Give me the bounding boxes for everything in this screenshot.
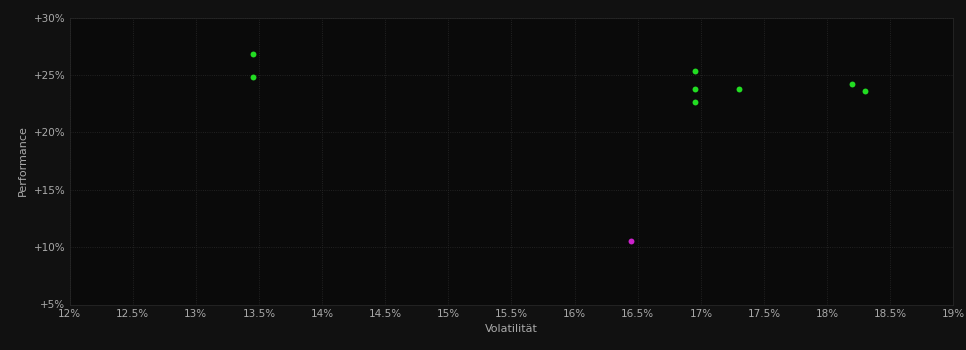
Point [844, 81, 860, 87]
Point [687, 69, 702, 74]
Point [857, 88, 872, 94]
Point [245, 75, 261, 80]
Point [731, 86, 747, 91]
Point [245, 51, 261, 57]
Point [687, 100, 702, 105]
X-axis label: Volatilität: Volatilität [485, 324, 538, 334]
Y-axis label: Performance: Performance [18, 126, 28, 196]
Point [624, 239, 639, 244]
Point [687, 86, 702, 91]
